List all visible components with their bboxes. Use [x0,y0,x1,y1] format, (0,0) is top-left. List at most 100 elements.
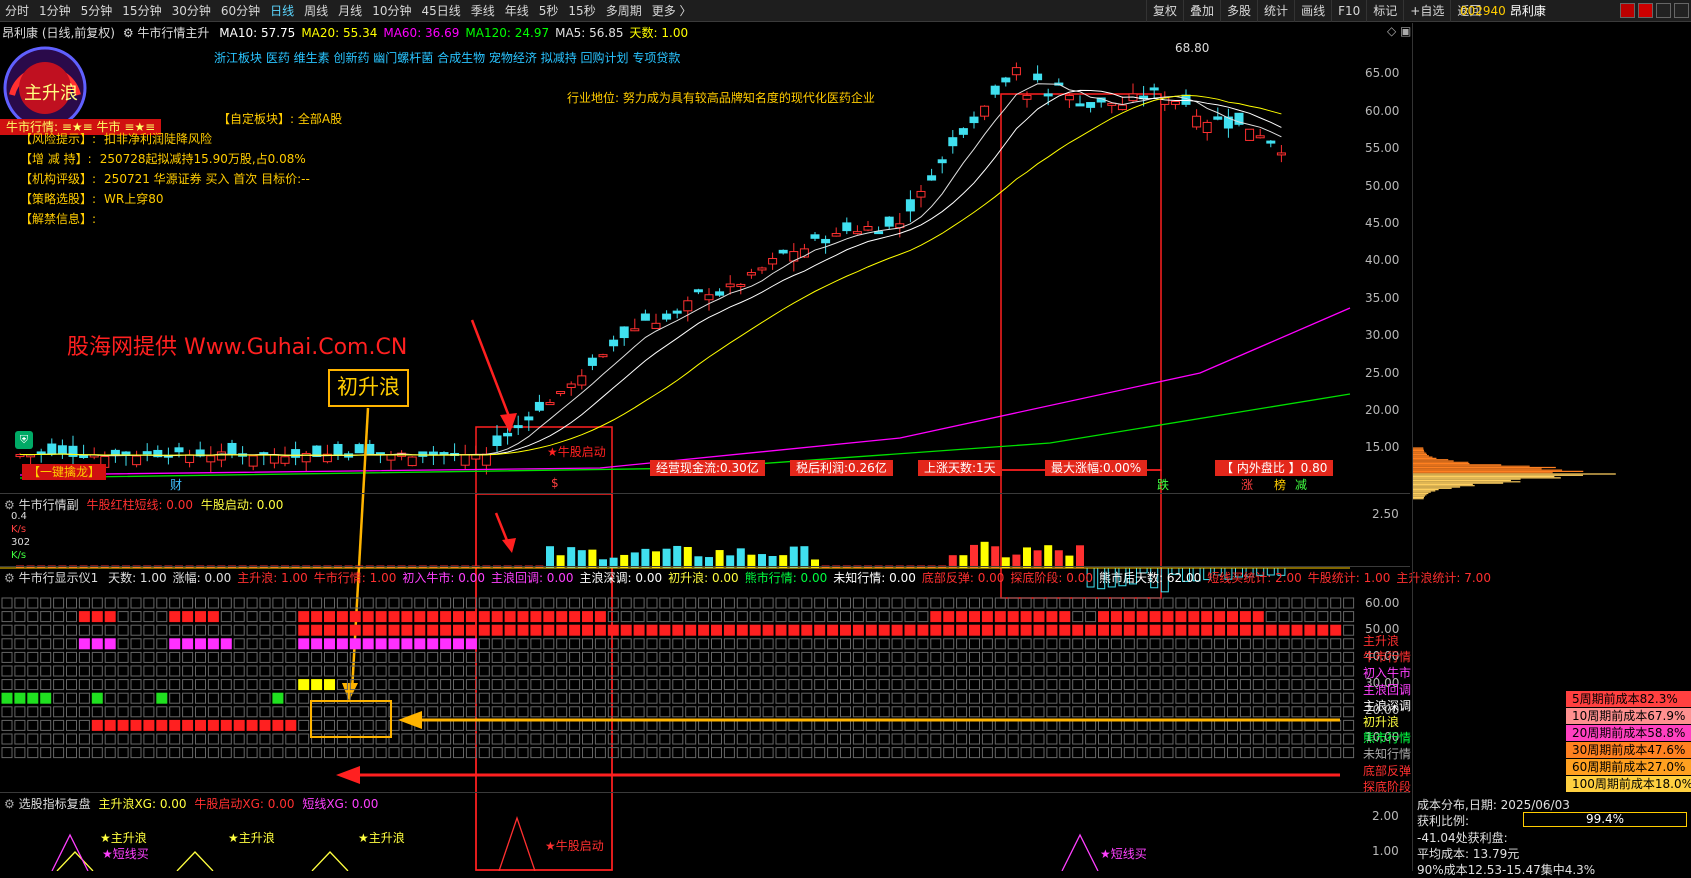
state-cell [336,638,348,650]
event-mark[interactable]: 财 [170,478,183,492]
state-cell [1265,692,1277,704]
event-mark[interactable]: $ [551,476,559,490]
toolbar-button[interactable]: 叠加 [1183,0,1220,22]
state-cell [904,624,916,636]
state-cell [465,706,477,718]
state-cell [414,665,426,677]
state-cell [1059,719,1071,731]
state-cell [465,747,477,759]
toolbar-button[interactable]: 多股 [1220,0,1257,22]
period-tab[interactable]: 10分钟 [372,4,412,18]
state-cell [66,665,77,677]
event-mark[interactable]: 减 [1295,478,1308,492]
period-tab[interactable]: 季线 [470,4,495,18]
state-cell [1110,665,1122,677]
flag-icon[interactable] [1620,3,1635,18]
state-cell [827,597,839,609]
state-cell [943,665,955,677]
minimize-icon[interactable] [1656,3,1671,18]
state-cell [246,597,258,609]
chart-area[interactable]: 昂利康 (日线,前复权) ⚙ 牛市行情主升 MA10: 57.75 MA20: 5… [0,23,1491,871]
state-cell [207,706,219,718]
period-tab[interactable]: 年线 [504,4,529,18]
chart-canvas[interactable] [0,23,1410,871]
state-cell [195,706,206,718]
state-cell [1162,665,1174,677]
state-cell [1149,651,1161,663]
toolbar-button[interactable]: 画线 [1294,0,1331,22]
state-cell [685,747,697,759]
period-tab[interactable]: 30分钟 [171,4,211,18]
maximize-icon[interactable] [1674,3,1689,18]
period-tab[interactable]: 15秒 [568,4,596,18]
state-cell [556,692,568,704]
price-tick: 45.00 [1365,216,1400,230]
period-tab[interactable]: 60分钟 [220,4,261,18]
state-cell [852,651,864,663]
state-cell [1162,597,1174,609]
period-tab[interactable]: 5分钟 [80,4,113,18]
state-cell [659,665,671,677]
state-cell [1162,638,1174,650]
state-cell [478,719,490,731]
toolbar-button[interactable]: 返回 [1450,0,1487,22]
cost-row: 60周期前成本27.0% [1566,759,1691,775]
period-tab[interactable]: 1分钟 [39,4,71,18]
period-tab[interactable]: 分时 [5,4,30,18]
period-tab[interactable]: 周线 [304,4,329,18]
event-mark[interactable]: 榜 [1274,478,1287,492]
period-tab[interactable]: 多周期 [605,4,642,18]
period-tab[interactable]: 更多 〉 [651,4,692,18]
state-cell [1123,611,1135,623]
toolbar-button[interactable]: 复权 [1146,0,1183,22]
event-mark[interactable]: 涨 [1241,478,1254,492]
state-cell [40,665,52,677]
trend-dial: 主升浪 [2,45,88,131]
period-tab[interactable]: 月线 [338,4,363,18]
gear-icon[interactable]: ⚙ [4,797,15,811]
state-cell [672,611,684,623]
state-cell [491,719,503,731]
indicator-name: 牛市行情主升 [137,26,210,40]
state-cell [878,733,890,745]
state-cell [40,719,52,731]
toolbar-button[interactable]: F10 [1331,0,1366,22]
period-tab[interactable]: 日线 [270,4,295,18]
collapse-icon[interactable]: ◇ ▣ [1387,24,1412,38]
toolbar-button[interactable]: 标记 [1366,0,1403,22]
play-icon[interactable] [1638,3,1653,18]
sub3-signal-label: ★短线买 [102,847,149,861]
state-cell [594,624,606,636]
state-cell [401,706,413,718]
candle [1022,94,1032,100]
state-cell [1265,747,1277,759]
state-cell [285,651,297,663]
period-tab[interactable]: 45日线 [421,4,461,18]
state-cell [1214,665,1226,677]
state-cell [620,638,632,650]
avg-cost: 平均成本: 13.79元 [1417,847,1520,861]
sub2-field: 熊市后天数: 62.00 [1099,571,1202,585]
state-cell [1265,719,1277,731]
state-cell [1149,692,1161,704]
period-tab[interactable]: 5秒 [538,4,559,18]
state-cell [78,719,90,731]
one-click-tag[interactable]: 【一键擒龙】 [22,464,107,480]
state-cell [53,719,65,731]
state-cell [504,692,516,704]
state-cell [1136,679,1148,691]
state-cell [1059,638,1071,650]
shield-icon[interactable]: ⛨ [15,431,33,449]
state-cell [259,733,271,745]
toolbar-button[interactable]: 统计 [1257,0,1294,22]
state-cell [143,638,155,650]
gear-icon[interactable]: ⚙ [4,498,15,512]
state-cell [169,651,181,663]
state-cell [698,706,710,718]
gear-icon[interactable]: ⚙ [4,571,15,585]
state-cell [1343,679,1355,691]
toolbar-button[interactable]: +自选 [1403,0,1450,22]
period-tab[interactable]: 15分钟 [122,4,162,18]
event-mark[interactable]: 跌 [1157,478,1170,492]
gear-icon[interactable]: ⚙ [122,26,134,40]
